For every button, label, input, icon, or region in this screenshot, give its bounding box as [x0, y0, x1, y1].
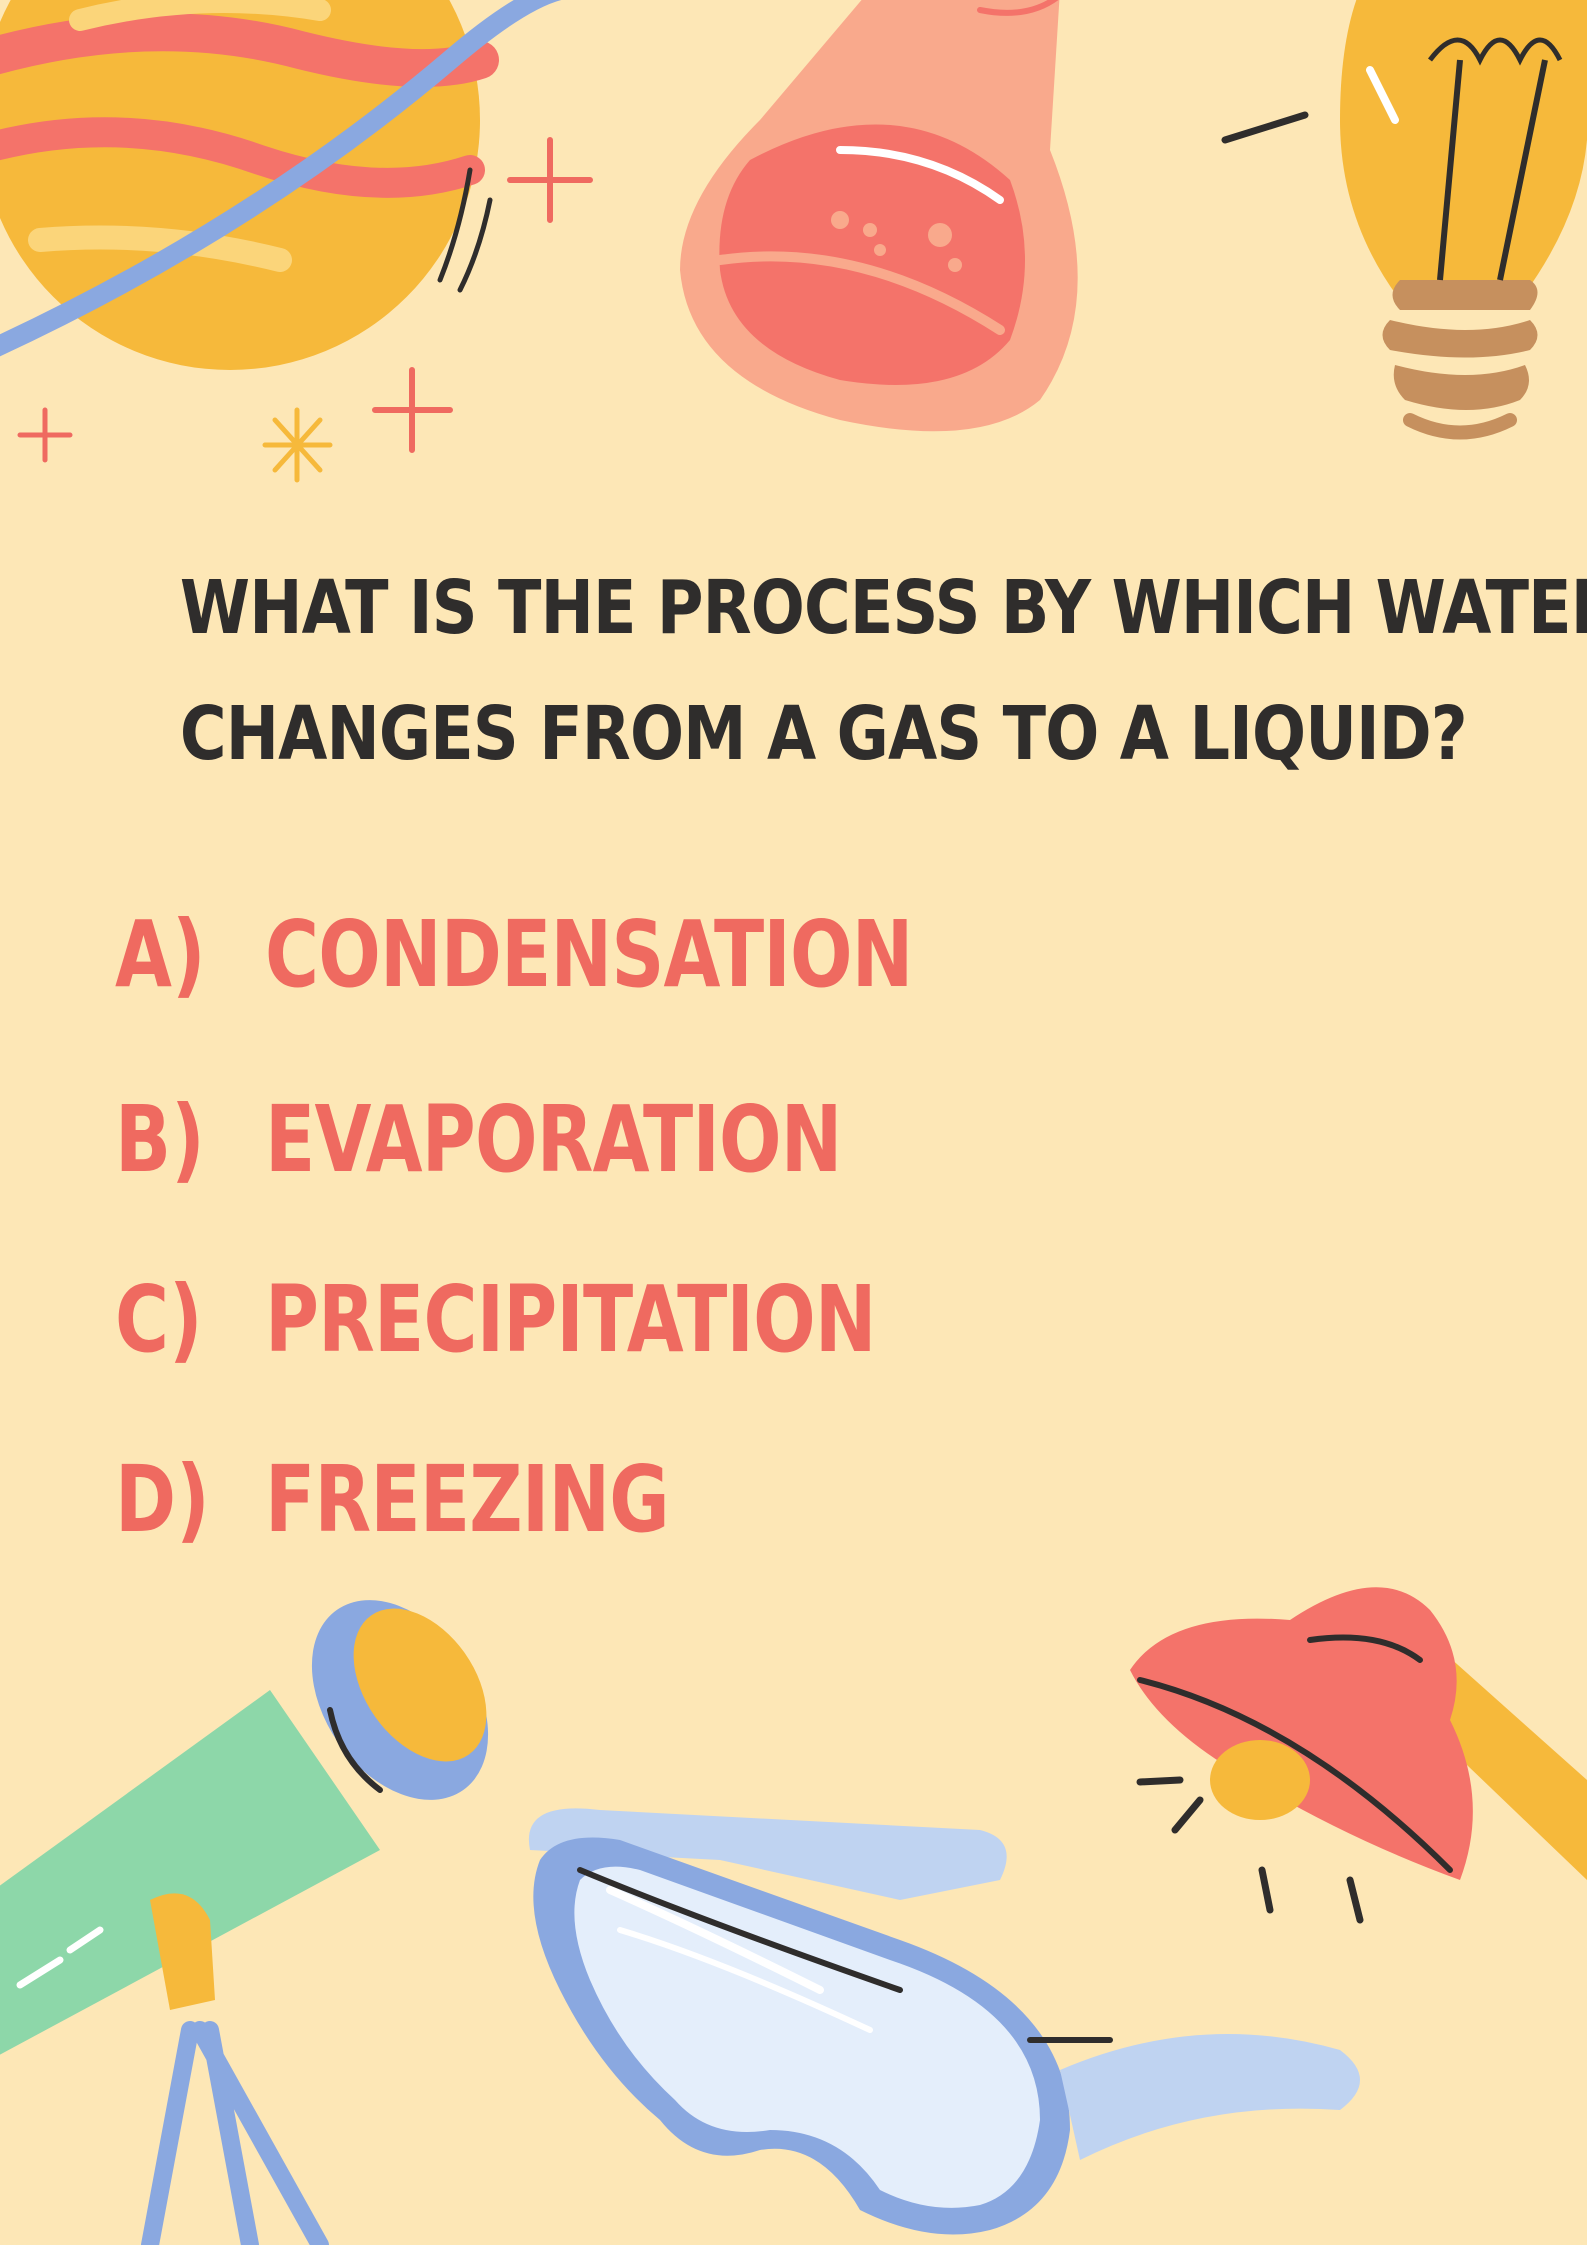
answer-letter: A) — [115, 901, 206, 1008]
planet-icon — [0, 0, 562, 370]
answer-letter: B) — [115, 1086, 205, 1193]
answer-label: PRECIPITATION — [265, 1266, 877, 1373]
desk-lamp-icon — [1130, 1587, 1587, 1924]
question-text: WHAT IS THE PROCESS BY WHICH WATER CHANG… — [179, 545, 1587, 797]
answer-option-b[interactable]: B) EVAPORATION — [115, 1080, 1115, 1200]
flask-icon — [680, 0, 1078, 432]
question-line-1: WHAT IS THE PROCESS BY WHICH WATER — [179, 565, 1587, 651]
answer-option-d[interactable]: D) FREEZING — [115, 1440, 1115, 1560]
light-bulb-icon — [1221, 0, 1587, 440]
sparkle-icon — [17, 137, 593, 483]
answer-label: FREEZING — [265, 1446, 670, 1553]
answer-letter: D) — [115, 1446, 210, 1553]
telescope-icon — [0, 1600, 489, 2245]
safety-goggles-icon — [528, 1808, 1360, 2235]
answer-label: CONDENSATION — [265, 901, 913, 1008]
answer-label: EVAPORATION — [265, 1086, 842, 1193]
answer-option-a[interactable]: A) CONDENSATION — [115, 895, 1115, 1015]
answer-option-c[interactable]: C) PRECIPITATION — [115, 1260, 1115, 1380]
question-line-2: CHANGES FROM A GAS TO A LIQUID? — [179, 691, 1468, 777]
answer-letter: C) — [115, 1266, 203, 1373]
